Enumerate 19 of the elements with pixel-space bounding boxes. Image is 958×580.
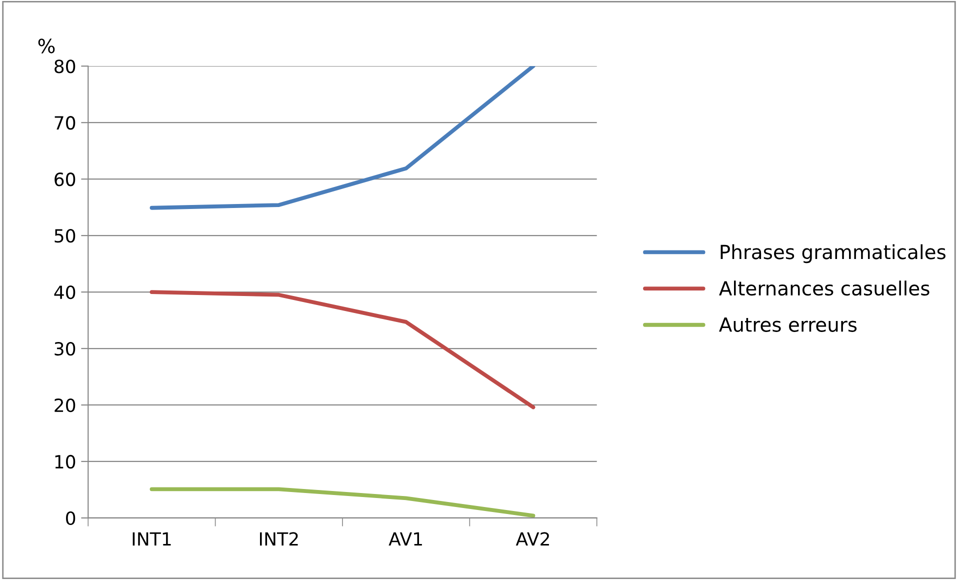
line-series	[150, 290, 536, 410]
y-tick-label: 40	[54, 285, 76, 300]
y-tick-label: 20	[54, 398, 76, 412]
line-series	[150, 66, 536, 210]
legend-label: Autres erreurs	[719, 318, 857, 332]
y-tick-label: 80	[54, 60, 76, 74]
y-tick-label: 10	[55, 454, 76, 469]
x-tick-label: AV2	[516, 532, 549, 546]
y-tick-label: 30	[54, 342, 76, 356]
legend-label: Alternances casuelles	[719, 280, 930, 296]
y-tick-label: 70	[54, 116, 76, 130]
y-axis-title: %	[38, 38, 55, 54]
x-tick-label: INT2	[260, 532, 298, 546]
y-tick-label: 50	[54, 229, 76, 243]
y-tick-label: 60	[54, 172, 76, 186]
x-tick-label: INT1	[132, 532, 171, 546]
y-tick-label: 0	[66, 511, 76, 526]
x-tick-label: AV1	[388, 532, 422, 546]
legend-label: Phrases grammaticales	[720, 244, 946, 264]
